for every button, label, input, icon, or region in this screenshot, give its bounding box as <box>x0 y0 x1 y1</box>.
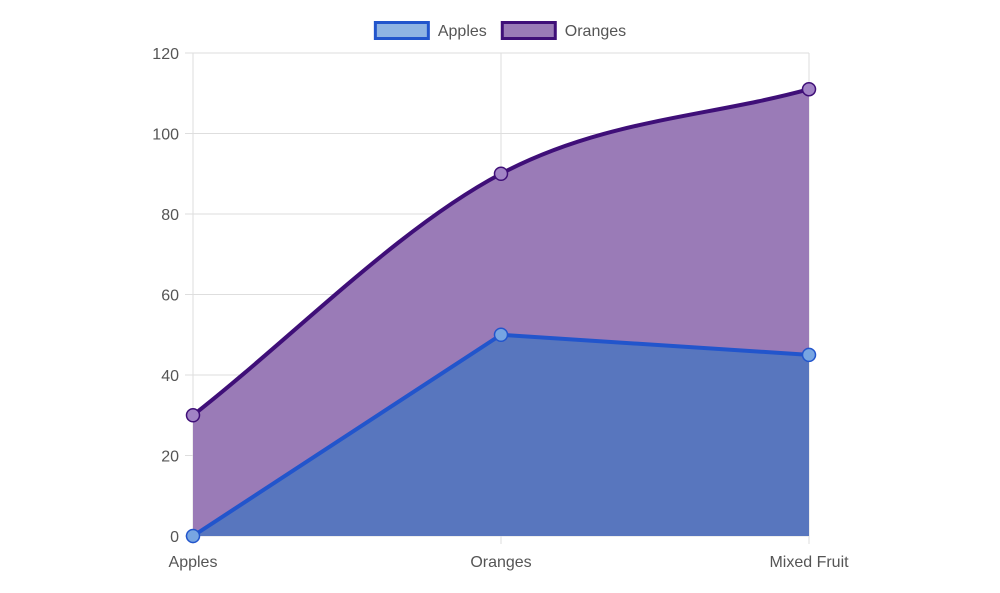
area-layer <box>193 89 809 536</box>
legend-label: Oranges <box>565 23 626 40</box>
data-point-oranges[interactable] <box>801 81 817 97</box>
data-point-oranges[interactable] <box>493 166 509 181</box>
area-oranges <box>193 89 809 536</box>
x-tick-label: Mixed Fruit <box>769 554 849 571</box>
x-tick-label: Oranges <box>470 554 531 571</box>
legend: Apples Oranges <box>373 21 626 41</box>
y-tick-label: 40 <box>161 368 179 385</box>
legend-item-oranges[interactable]: Oranges <box>500 21 626 41</box>
y-tick-label: 0 <box>170 529 179 546</box>
y-tick-label: 100 <box>152 127 179 144</box>
legend-swatch <box>373 21 430 40</box>
y-tick-label: 60 <box>161 288 179 305</box>
y-tick-label: 20 <box>161 449 179 466</box>
x-tick-label: Apples <box>169 554 218 571</box>
point-layer <box>185 81 817 544</box>
data-point-apples[interactable] <box>801 347 817 363</box>
y-tick-label: 80 <box>161 207 179 224</box>
area-apples <box>193 334 809 536</box>
data-point-oranges[interactable] <box>185 408 201 423</box>
legend-swatch <box>500 21 557 40</box>
y-tick-label: 120 <box>152 46 179 63</box>
legend-item-apples[interactable]: Apples <box>373 21 487 41</box>
axis-layer: 0 20 40 60 80 100 120 Apples Oranges Mixed Fruit <box>152 46 849 571</box>
data-point-apples[interactable] <box>493 327 509 342</box>
legend-label: Apples <box>438 23 487 40</box>
data-point-apples[interactable] <box>185 528 201 544</box>
